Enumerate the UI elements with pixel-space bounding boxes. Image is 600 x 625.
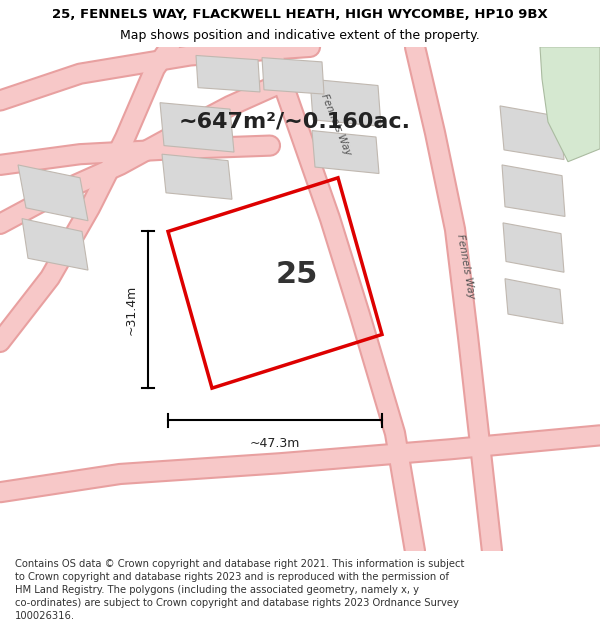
Text: ~47.3m: ~47.3m [250,438,300,451]
Polygon shape [502,165,565,216]
Polygon shape [162,154,232,199]
Polygon shape [196,56,260,92]
Text: 100026316.: 100026316. [15,611,75,621]
Text: ~31.4m: ~31.4m [125,284,138,335]
Polygon shape [22,219,88,270]
Text: Map shows position and indicative extent of the property.: Map shows position and indicative extent… [120,29,480,42]
Polygon shape [160,102,234,152]
Polygon shape [500,106,564,159]
Polygon shape [505,279,563,324]
Polygon shape [18,165,88,221]
Text: ~647m²/~0.160ac.: ~647m²/~0.160ac. [179,112,411,132]
Text: Fennels Way: Fennels Way [455,234,476,300]
Polygon shape [312,131,379,174]
Text: co-ordinates) are subject to Crown copyright and database rights 2023 Ordnance S: co-ordinates) are subject to Crown copyr… [15,598,459,608]
Text: 25, FENNELS WAY, FLACKWELL HEATH, HIGH WYCOMBE, HP10 9BX: 25, FENNELS WAY, FLACKWELL HEATH, HIGH W… [52,8,548,21]
Text: Fennels Way: Fennels Way [319,92,353,156]
Polygon shape [262,58,324,94]
Text: HM Land Registry. The polygons (including the associated geometry, namely x, y: HM Land Registry. The polygons (includin… [15,585,419,595]
Polygon shape [310,79,381,126]
Text: to Crown copyright and database rights 2023 and is reproduced with the permissio: to Crown copyright and database rights 2… [15,572,449,582]
Polygon shape [503,223,564,272]
Polygon shape [540,47,600,162]
Text: Contains OS data © Crown copyright and database right 2021. This information is : Contains OS data © Crown copyright and d… [15,559,464,569]
Text: 25: 25 [276,260,318,289]
